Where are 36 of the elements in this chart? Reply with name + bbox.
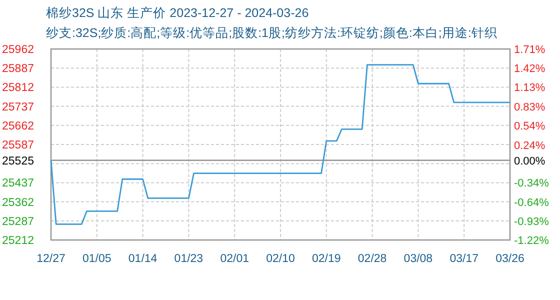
x-tick-label: 12/27: [36, 253, 66, 265]
y-tick-label: 25962: [2, 44, 34, 56]
y2-tick-label: 1.42%: [514, 62, 546, 75]
x-tick-label: 02/10: [266, 253, 295, 265]
y2-tick-label: 0.00%: [514, 155, 546, 168]
y-tick-label: 25737: [2, 101, 34, 114]
chart-subtitle: 纱支:32S;纱质:高配;等级:优等品;股数:1股;纺纱方法:环锭纺;颜色:本白;用途:针织: [46, 25, 498, 40]
x-tick-label: 02/28: [358, 253, 387, 265]
y-tick-label: 25212: [2, 235, 34, 247]
y2-tick-label: 1.71%: [514, 44, 546, 56]
y2-tick-label: 0.24%: [514, 140, 546, 152]
y-tick-label: 25437: [2, 178, 34, 190]
x-tick-label: 02/19: [312, 253, 341, 265]
line-series: [50, 64, 511, 225]
x-tick-label: 02/01: [220, 253, 249, 265]
y-tick-label: 25887: [2, 63, 34, 76]
x-tick-label: 01/23: [174, 253, 204, 265]
chart-title: 棉纱32S 山东 生产价 2023-12-27 - 2024-03-26: [46, 6, 309, 20]
x-tick-label: 03/08: [404, 253, 433, 265]
y2-tick-label: -1.22%: [514, 235, 550, 247]
y2-tick-label: 0.83%: [514, 101, 546, 114]
y-tick-label: 25662: [2, 120, 34, 132]
x-tick-label: 03/26: [496, 253, 524, 265]
y2-tick-label: -0.34%: [514, 178, 550, 190]
y2-tick-label: -0.93%: [514, 216, 550, 228]
y2-tick-label: 1.13%: [514, 82, 546, 94]
y-tick-label: 25525: [2, 155, 34, 168]
y-tick-label: 25812: [2, 82, 34, 94]
x-tick-label: 01/05: [82, 253, 112, 265]
x-tick-label: 01/14: [128, 253, 158, 265]
y-tick-label: 25287: [2, 216, 34, 228]
y-tick-label: 25587: [2, 140, 34, 152]
y-tick-label: 25362: [2, 196, 34, 209]
y2-tick-label: -0.64%: [514, 197, 550, 210]
x-tick-label: 03/17: [450, 253, 478, 265]
y2-tick-label: 0.54%: [514, 120, 546, 132]
